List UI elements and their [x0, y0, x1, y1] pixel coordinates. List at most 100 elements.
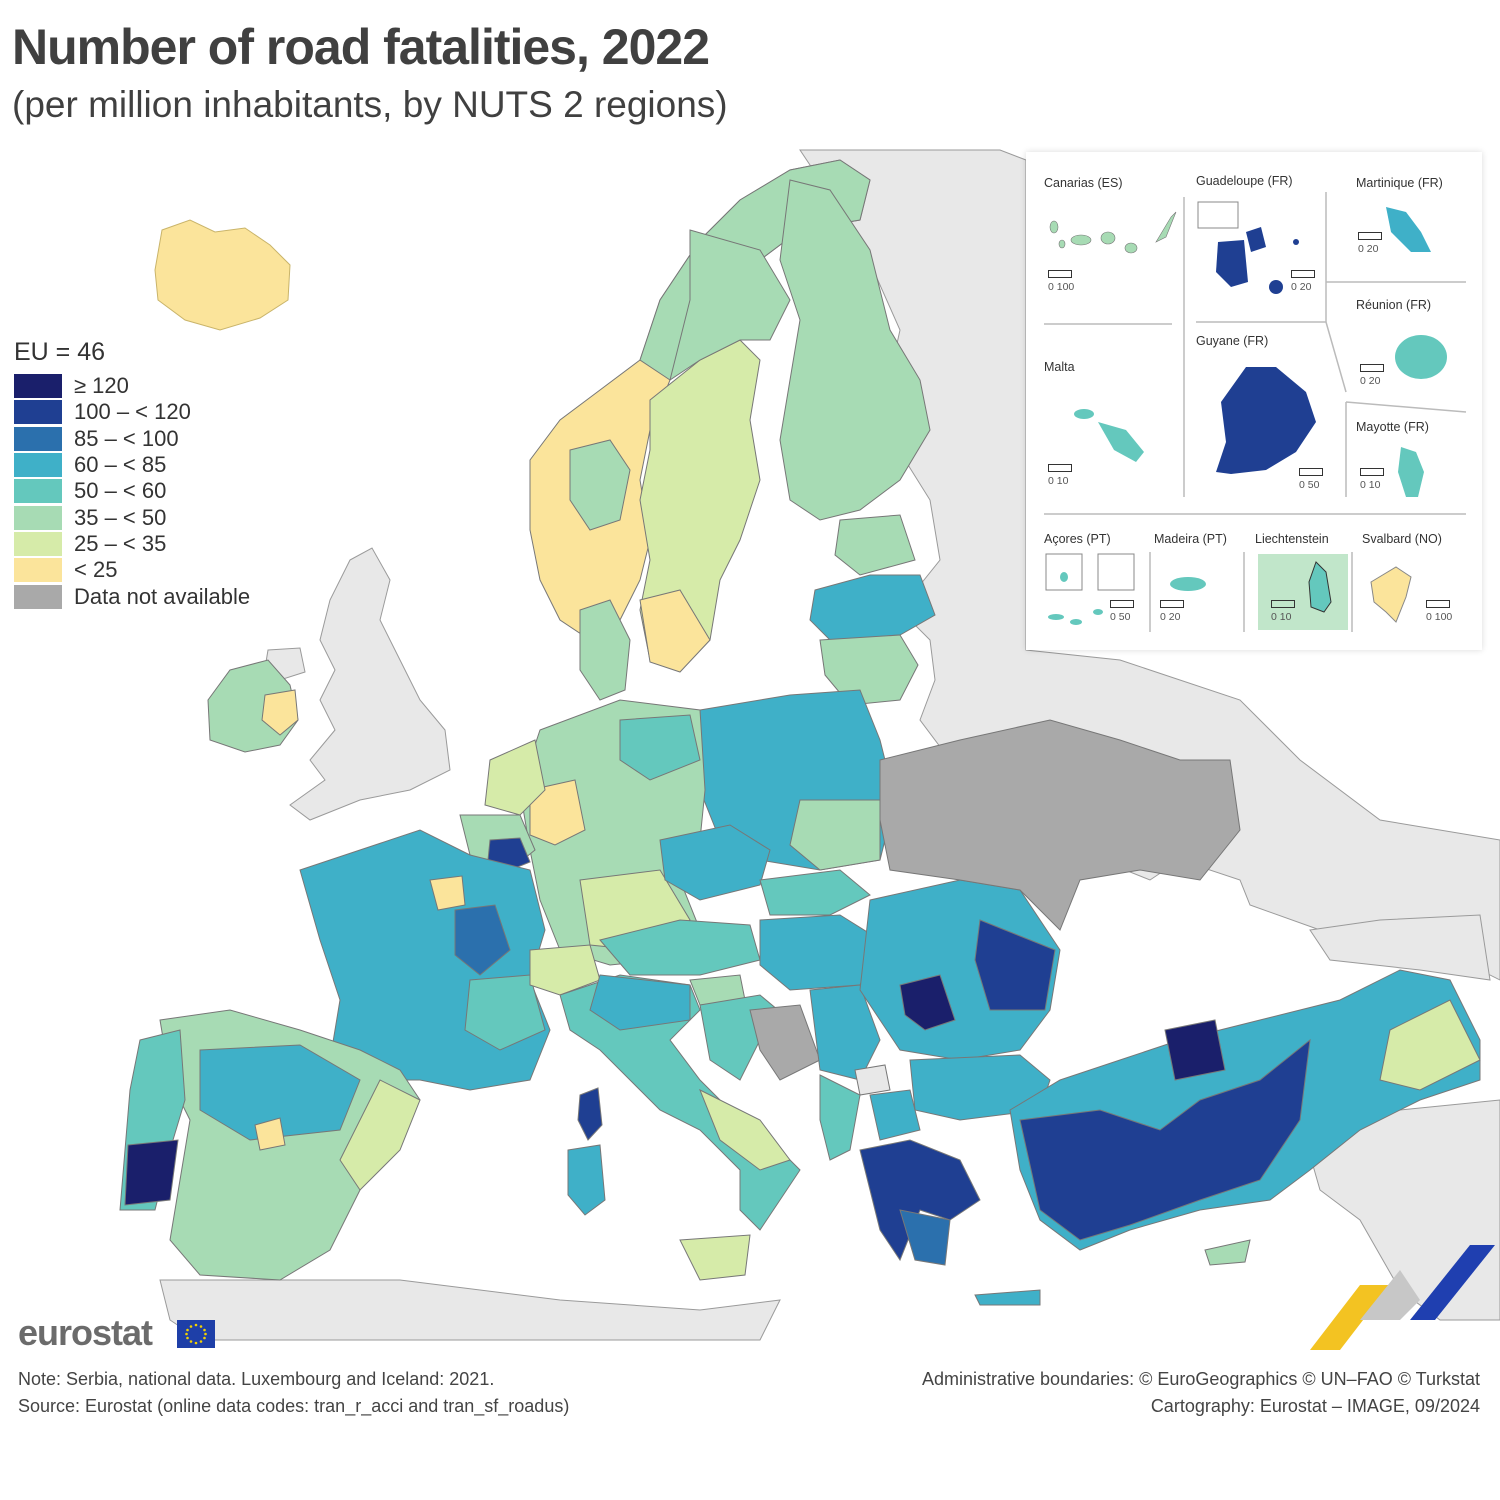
- map-title: Number of road fatalities, 2022: [12, 19, 710, 75]
- turkey-southeast: [1379, 999, 1481, 1091]
- legend-swatch: [14, 453, 62, 478]
- legend-item: 35 – < 50: [14, 504, 250, 530]
- sweden-south: [639, 589, 711, 673]
- legend-swatch: [14, 505, 62, 530]
- inset-label-guadeloupe: Guadeloupe (FR): [1196, 174, 1293, 188]
- footer-notes: Note: Serbia, national data. Luxembourg …: [18, 1366, 569, 1420]
- scale-bar-liechtenstein: 0 10: [1271, 600, 1295, 623]
- guyane-shape: [1216, 367, 1316, 474]
- serbia: [809, 984, 881, 1081]
- guadeloupe-locator: [1197, 201, 1239, 229]
- norway-mid: [569, 439, 631, 531]
- inset-label-svalbard: Svalbard (NO): [1362, 532, 1442, 546]
- inset-label-canarias: Canarias (ES): [1044, 176, 1123, 190]
- legend-item: Data not available: [14, 583, 250, 609]
- legend-label: 100 – < 120: [74, 399, 191, 425]
- poland-ne: [789, 799, 881, 871]
- north-macedonia: [869, 1089, 921, 1141]
- slovakia: [759, 869, 871, 916]
- scale-bar-svalbard: 0 100: [1426, 600, 1452, 623]
- caucasus: [1309, 914, 1491, 981]
- kosovo: [854, 1064, 891, 1096]
- inset-label-liechtenstein: Liechtenstein: [1255, 532, 1329, 546]
- turkey-north: [1164, 1019, 1226, 1081]
- legend-item: 25 – < 35: [14, 531, 250, 557]
- legend: EU = 46 ≥ 120 100 – < 120 85 – < 100 60 …: [14, 338, 250, 610]
- canarias-islands: [1049, 211, 1177, 254]
- greece: [859, 1139, 981, 1262]
- sweden-north: [669, 229, 791, 382]
- denmark: [579, 599, 631, 701]
- reunion-shape: [1395, 335, 1447, 379]
- middle-east: [1299, 1099, 1500, 1321]
- inset-label-madeira: Madeira (PT): [1154, 532, 1227, 546]
- footer-cartography: Cartography: Eurostat – IMAGE, 09/2024: [1150, 1396, 1480, 1416]
- netherlands: [484, 739, 546, 816]
- italy: [559, 974, 801, 1231]
- portugal-centre: [124, 1139, 179, 1206]
- spain-centre: [199, 1044, 361, 1141]
- finland: [779, 179, 931, 521]
- eu-flag-icon: [177, 1320, 215, 1348]
- legend-swatch: [14, 531, 62, 556]
- italy-south: [699, 1088, 791, 1171]
- bosnia: [749, 1004, 821, 1081]
- madeira-shape: [1170, 577, 1206, 591]
- legend-label: Data not available: [74, 583, 251, 609]
- legend-swatch: [14, 400, 62, 425]
- sweden: [639, 339, 761, 671]
- malta-shape: [1074, 409, 1144, 462]
- footer-note: Note: Serbia, national data. Luxembourg …: [18, 1369, 495, 1389]
- corsica: [577, 1087, 603, 1141]
- montenegro-albania: [819, 1074, 861, 1161]
- inset-dividers: [1044, 192, 1467, 632]
- estonia: [834, 514, 916, 576]
- legend-label: < 25: [74, 557, 118, 583]
- legend-eu-average: EU = 46: [14, 338, 106, 366]
- north-africa: [159, 1279, 781, 1341]
- legend-item: ≥ 120: [14, 373, 250, 399]
- germany-west: [529, 779, 586, 846]
- legend-swatch: [14, 584, 62, 609]
- liechtenstein-shape: [1308, 561, 1332, 613]
- scale-bar-madeira: 0 20: [1160, 600, 1184, 623]
- legend-label: 25 – < 35: [74, 530, 167, 556]
- legend-label: 60 – < 85: [74, 452, 167, 478]
- latvia: [809, 574, 936, 641]
- legend-item: 100 – < 120: [14, 399, 250, 425]
- legend-swatch: [14, 374, 62, 399]
- inset-label-guyane: Guyane (FR): [1196, 334, 1269, 348]
- inset-label-mayotte: Mayotte (FR): [1356, 420, 1429, 434]
- scale-bar-guadeloupe: 0 20: [1291, 270, 1315, 293]
- svalbard-shape: [1370, 566, 1412, 623]
- footer-source: Source: Eurostat (online data codes: tra…: [18, 1396, 570, 1416]
- legend-swatch: [14, 479, 62, 504]
- legend-item: 85 – < 100: [14, 426, 250, 452]
- france-east: [464, 974, 546, 1051]
- ireland-east: [261, 689, 299, 736]
- guadeloupe-shape: [1216, 227, 1299, 294]
- legend-item: 50 – < 60: [14, 478, 250, 504]
- footer-credits: Administrative boundaries: © EuroGeograp…: [922, 1366, 1480, 1420]
- scale-bar-acores: 0 50: [1110, 600, 1134, 623]
- eurostat-logo-text: eurostat: [18, 1312, 153, 1353]
- inset-shapes: [1044, 192, 1467, 632]
- scale-bar-martinique: 0 20: [1358, 232, 1382, 255]
- france-centre: [454, 904, 511, 976]
- inset-label-reunion: Réunion (FR): [1356, 298, 1432, 312]
- germany-north: [619, 714, 701, 781]
- legend-item: < 25: [14, 557, 250, 583]
- moldova-ukraine: [879, 719, 1241, 931]
- legend-label: 85 – < 100: [74, 425, 179, 451]
- scale-bar-malta: 0 10: [1048, 464, 1072, 487]
- inset-label-acores: Açores (PT): [1044, 532, 1111, 546]
- legend-item: 60 – < 85: [14, 452, 250, 478]
- liechtenstein-background: [1258, 554, 1348, 630]
- romania-east: [974, 919, 1056, 1011]
- legend-swatch: [14, 558, 62, 583]
- scale-bar-guyane: 0 50: [1299, 468, 1323, 491]
- scale-bar-reunion: 0 20: [1360, 364, 1384, 387]
- scale-bar-mayotte: 0 10: [1360, 468, 1384, 491]
- cyprus: [1204, 1239, 1251, 1266]
- martinique-shape: [1386, 207, 1431, 252]
